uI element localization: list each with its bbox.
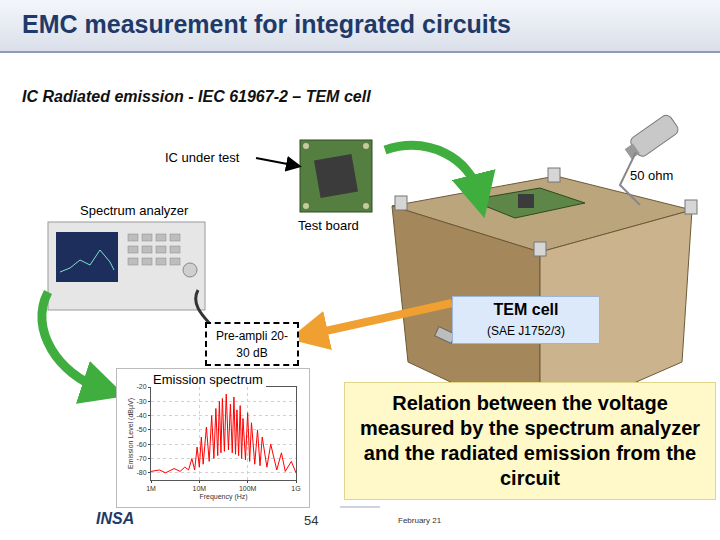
html-text:IC Radiated emission - IEC 619: IC Radiated emission - IEC 61967-2 – TEM… — [22, 88, 371, 105]
svg-text:1M: 1M — [146, 485, 156, 492]
html-text:50 ohm: 50 ohm — [630, 168, 674, 183]
svg-text:-80: -80 — [136, 469, 146, 476]
svg-text:100M: 100M — [239, 485, 257, 492]
html-text:INSA: INSA — [96, 510, 135, 527]
html-text:(SAE J1752/3): (SAE J1752/3) — [487, 324, 565, 338]
svg-text:-70: -70 — [136, 455, 146, 462]
svg-text:-40: -40 — [136, 412, 146, 419]
html-text:Pre-ampli 20-: Pre-ampli 20- — [216, 329, 288, 343]
svg-text:1G: 1G — [291, 485, 300, 492]
svg-text:-20: -20 — [136, 383, 146, 390]
html-text:30 dB: 30 dB — [236, 346, 268, 360]
html-text:Emission spectrum: Emission spectrum — [153, 372, 263, 387]
svg-text:-30: -30 — [136, 398, 146, 405]
html-text:Relation between the voltage m: Relation between the voltage measured by… — [359, 392, 701, 489]
html-text:IC under test: IC under test — [165, 150, 240, 165]
svg-text:-50: -50 — [136, 426, 146, 433]
svg-text:Frequency (Hz): Frequency (Hz) — [199, 493, 247, 501]
html-text:TEM cell: TEM cell — [493, 301, 559, 318]
html-text:EMC measurement for integrated: EMC measurement for integrated circuits — [22, 10, 511, 38]
svg-text:-60: -60 — [136, 441, 146, 448]
html-text:54: 54 — [304, 513, 319, 528]
svg-text:Emission Level (dBµV): Emission Level (dBµV) — [127, 398, 135, 469]
html-text:Test board: Test board — [298, 218, 359, 233]
svg-text:10M: 10M — [193, 485, 207, 492]
html-text:February 21: February 21 — [398, 516, 442, 525]
html-text:Spectrum analyzer: Spectrum analyzer — [80, 203, 189, 218]
